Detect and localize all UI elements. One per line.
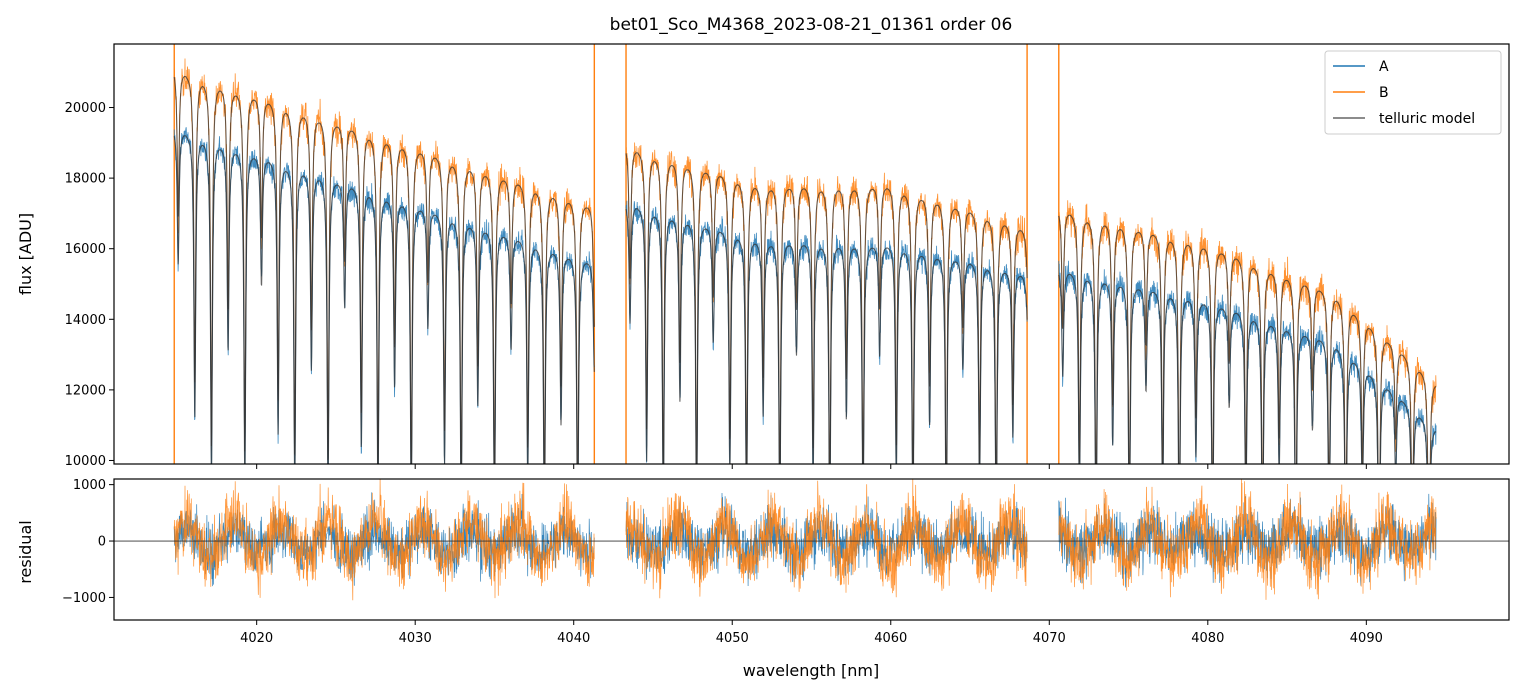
- xtick-label: 4030: [399, 631, 432, 646]
- xtick-label: 4040: [557, 631, 590, 646]
- xtick-label: 4050: [716, 631, 749, 646]
- xtick-label: 4060: [874, 631, 907, 646]
- xtick-label: 4070: [1033, 631, 1066, 646]
- residual-y-ticks: 1000 0 −1000: [62, 478, 114, 606]
- model-a-segment-2: [1058, 273, 1437, 464]
- flux-panel: 10000 12000 14000 16000 18000 20000 flux [ADU…: [16, 43, 1510, 469]
- chart-title: bet01_Sco_M4368_2023-08-21_01361 order 0…: [610, 15, 1013, 35]
- flux-ytick-label: 14000: [65, 313, 106, 328]
- residual-plot-area: [114, 479, 1509, 601]
- residual-x-ticks: 4020 4030 4040 4050 4060 4070 4080 4090: [240, 620, 1383, 646]
- xtick-label: 4020: [240, 631, 273, 646]
- residual-ytick-label: −1000: [62, 591, 106, 606]
- flux-axes-frame: [113, 43, 1510, 465]
- flux-ytick-label: 16000: [65, 242, 106, 257]
- model-b-segment-2: [1058, 214, 1437, 464]
- legend-label-b: B: [1379, 85, 1389, 101]
- legend-box: [1324, 50, 1502, 135]
- residual-ytick-label: 1000: [73, 478, 106, 493]
- legend-label-a: A: [1379, 59, 1389, 75]
- model-a-segment-1: [625, 208, 1028, 464]
- residual-axes-frame: [113, 478, 1510, 621]
- residual-b-segment-1: [625, 479, 1028, 599]
- flux-x-ticks: [256, 464, 1367, 469]
- residual-ytick-label: 0: [98, 535, 106, 550]
- flux-ytick-label: 20000: [65, 101, 106, 116]
- residual-panel: 10000−1000 4020 4030 4040 4050 4060 4070 4080 4…: [16, 478, 1510, 646]
- flux-plot-area: [173, 44, 1437, 464]
- model-b-segment-1: [625, 152, 1028, 464]
- flux-ytick-label: 10000: [65, 454, 106, 469]
- flux-ytick-label: 12000: [65, 383, 106, 398]
- xtick-label: 4080: [1191, 631, 1224, 646]
- residual-y-axis-label: residual: [16, 520, 35, 583]
- model-a-segment-0: [173, 135, 595, 464]
- flux-ytick-label: 18000: [65, 172, 106, 187]
- residual-b-segment-0: [173, 479, 595, 601]
- x-axis-label: wavelength [nm]: [743, 661, 880, 680]
- residual-b-segment-2: [1058, 479, 1437, 600]
- legend-label-model: telluric model: [1379, 111, 1475, 127]
- flux-y-axis-label: flux [ADU]: [16, 213, 35, 295]
- legend: A B telluric model: [1324, 50, 1502, 135]
- xtick-label: 4090: [1350, 631, 1383, 646]
- flux-y-ticks: 10000 12000 14000 16000 18000 20000: [65, 101, 114, 469]
